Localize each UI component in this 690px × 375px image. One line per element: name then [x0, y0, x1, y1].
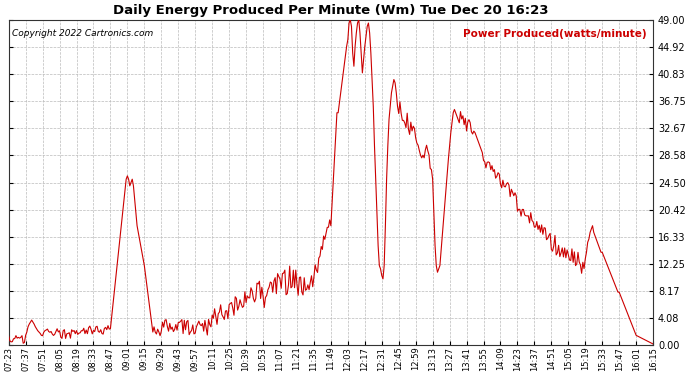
- Text: Power Produced(watts/minute): Power Produced(watts/minute): [463, 30, 647, 39]
- Title: Daily Energy Produced Per Minute (Wm) Tue Dec 20 16:23: Daily Energy Produced Per Minute (Wm) Tu…: [113, 4, 549, 17]
- Text: Copyright 2022 Cartronics.com: Copyright 2022 Cartronics.com: [12, 30, 153, 39]
